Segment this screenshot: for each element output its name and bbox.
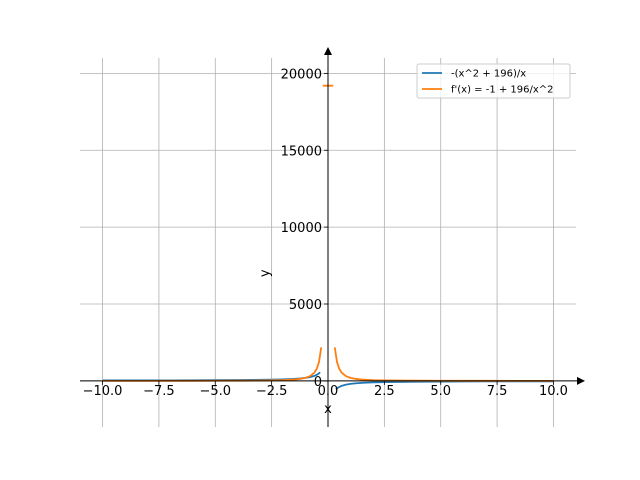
x-tick-label: −2.5	[256, 384, 288, 399]
legend-box	[416, 63, 571, 99]
x-axis-arrow	[577, 376, 585, 385]
y-tick-label: 0	[314, 375, 322, 390]
y-tick-label: 15000	[281, 144, 322, 159]
y-tick-label: 10000	[281, 221, 322, 236]
x-axis-label: x	[324, 402, 332, 417]
series-line	[102, 347, 323, 382]
x-tick-label: 10.0	[539, 384, 568, 399]
x-tick-label: 0.0	[318, 384, 339, 399]
x-tick-label: −7.5	[143, 384, 175, 399]
x-tick-label: −5.0	[199, 384, 231, 399]
axes	[80, 47, 585, 427]
y-axis-arrow	[324, 47, 332, 55]
legend: -(x^2 + 196)/x f'(x) = -1 + 196/x^2	[416, 63, 571, 99]
legend-label: f'(x) = -1 + 196/x^2	[451, 85, 554, 96]
x-tick-label: 5.0	[430, 384, 451, 399]
series-line	[333, 347, 554, 382]
x-tick-label: −10.0	[83, 384, 123, 399]
ticks: −10.0 −7.5 −5.0 −2.5 0.0 2.5 5.0 7.5 10.0 0 5000 10…	[83, 67, 568, 399]
y-tick-label: 5000	[289, 298, 322, 313]
y-axis-label: y	[258, 269, 273, 277]
x-tick-label: 2.5	[374, 384, 395, 399]
x-tick-label: 7.5	[487, 384, 508, 399]
y-tick-label: 20000	[281, 67, 322, 82]
legend-label: -(x^2 + 196)/x	[451, 69, 526, 80]
